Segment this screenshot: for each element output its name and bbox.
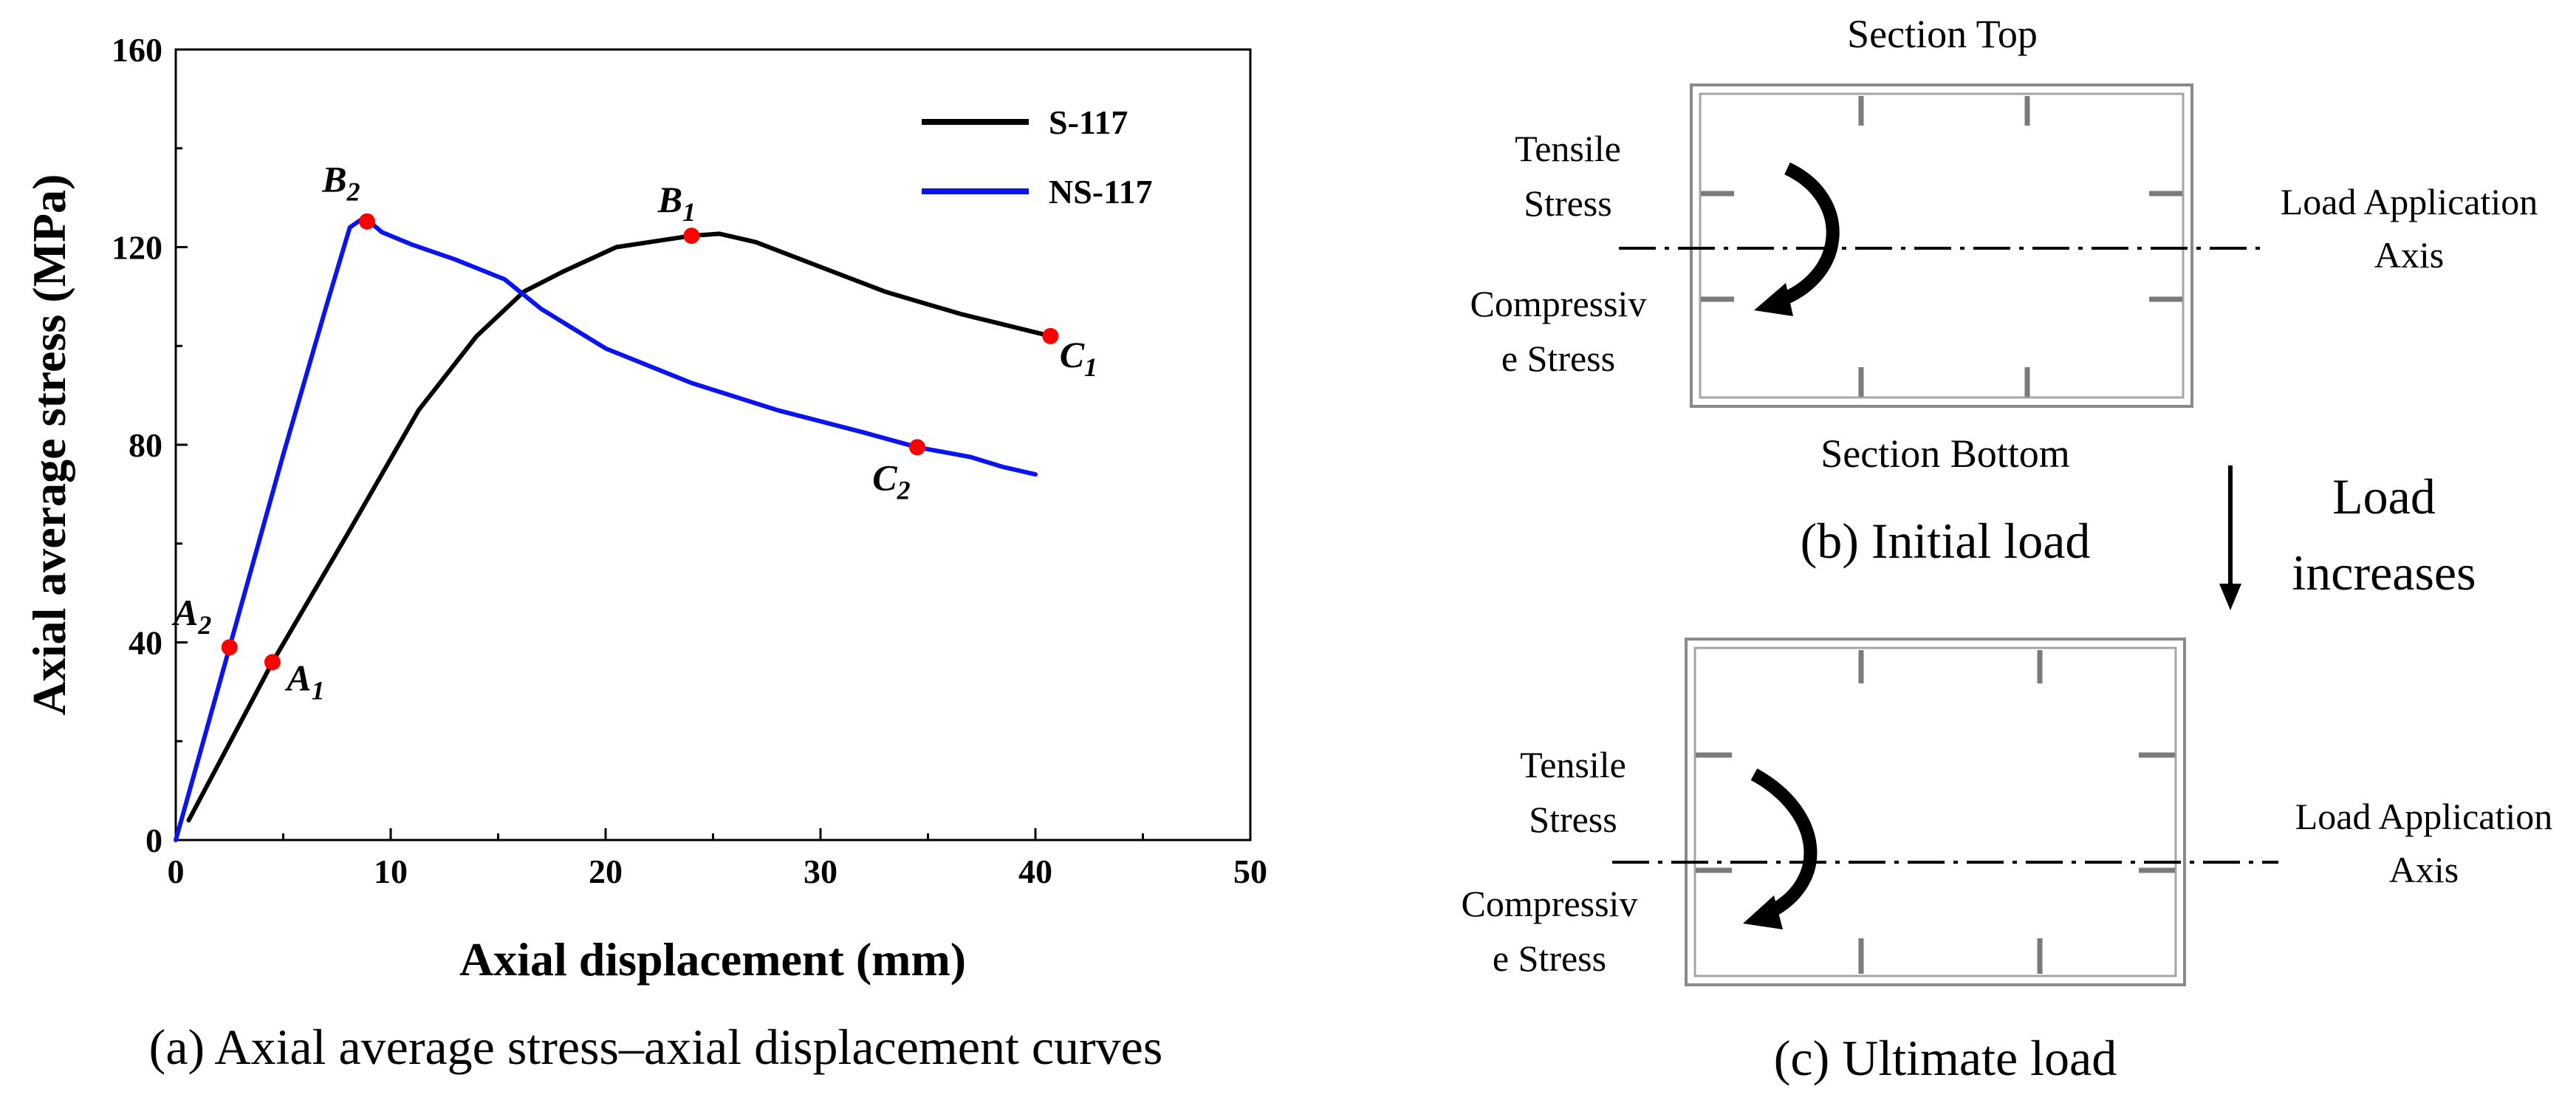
load-increases-indicator: Load increases xyxy=(2219,465,2476,610)
panel-initial-load: Section Top Tensile Stress Compressiv e … xyxy=(1470,12,2538,569)
y-tick-label: 120 xyxy=(112,229,162,267)
x-tick-label: 20 xyxy=(589,853,623,890)
x-axis-ticks: 0 10 20 30 40 50 xyxy=(168,828,1267,890)
point-marker-B2 xyxy=(358,213,375,230)
y-axis-label: Axial average stress (MPa) xyxy=(23,174,75,716)
point-label-C1: C1 xyxy=(1060,334,1097,382)
caption-c: (c) Ultimate load xyxy=(1774,1030,2117,1086)
tensile-label-b-1: Tensile xyxy=(1515,128,1621,169)
load-increases-label-2: increases xyxy=(2292,545,2476,601)
x-tick-label: 30 xyxy=(804,853,837,890)
axis-label-c-1: Load Application xyxy=(2295,796,2553,837)
point-marker-C1 xyxy=(1042,327,1059,344)
caption-b: (b) Initial load xyxy=(1801,513,2091,569)
y-tick-label: 40 xyxy=(129,624,162,662)
point-label-B2: B2 xyxy=(321,159,360,207)
x-tick-label: 40 xyxy=(1018,853,1052,890)
panel-ultimate-load: Tensile Stress Compressiv e Stress Load … xyxy=(1462,638,2553,1086)
series-layer xyxy=(174,217,1053,842)
caption-a: (a) Axial average stress–axial displacem… xyxy=(149,1019,1163,1075)
legend-label-s117: S-117 xyxy=(1049,103,1128,141)
series-line-s-117 xyxy=(186,231,1053,823)
axis-label-c-2: Axis xyxy=(2389,849,2459,890)
compressive-label-c-1: Compressiv xyxy=(1462,883,1638,924)
series-line-ns-117 xyxy=(174,217,1038,842)
point-label-A2: A2 xyxy=(171,592,211,640)
load-increases-label-1: Load xyxy=(2332,468,2436,525)
section-top-label: Section Top xyxy=(1847,12,2038,56)
y-tick-label: 80 xyxy=(129,426,162,464)
axis-label-b-2: Axis xyxy=(2374,234,2444,276)
point-label-C2: C2 xyxy=(872,457,910,505)
tensile-label-b-2: Stress xyxy=(1524,182,1611,224)
stress-displacement-chart: 0 10 20 30 40 50 0 40 80 120 160 A1 B1 C1 A2 B2 C2 S-1… xyxy=(23,31,1267,1075)
y-tick-label: 0 xyxy=(145,822,162,859)
point-marker-B1 xyxy=(683,228,700,245)
section-box-c xyxy=(1685,638,2186,986)
legend: S-117 NS-117 xyxy=(922,103,1153,211)
x-tick-label: 50 xyxy=(1233,853,1267,890)
y-tick-label: 160 xyxy=(112,31,162,69)
bending-arrow-icon xyxy=(1754,162,1840,316)
x-tick-label: 0 xyxy=(168,853,185,890)
x-tick-label: 10 xyxy=(374,853,408,890)
compressive-label-b-1: Compressiv xyxy=(1470,283,1647,324)
axis-label-b-1: Load Application xyxy=(2281,181,2538,222)
compressive-label-b-2: e Stress xyxy=(1501,338,1615,379)
section-box-b xyxy=(1690,83,2193,408)
tensile-label-c-2: Stress xyxy=(1529,799,1617,840)
tensile-label-c-1: Tensile xyxy=(1520,744,1626,785)
legend-label-ns117: NS-117 xyxy=(1049,173,1153,211)
point-label-B1: B1 xyxy=(657,179,696,227)
point-marker-A2 xyxy=(221,639,238,656)
x-axis-label: Axial displacement (mm) xyxy=(459,933,966,986)
point-marker-C2 xyxy=(908,439,925,456)
compressive-label-c-2: e Stress xyxy=(1493,938,1606,979)
point-marker-A1 xyxy=(264,654,281,671)
bending-arrow-icon xyxy=(1743,768,1818,929)
point-label-A1: A1 xyxy=(284,657,324,705)
section-bottom-label: Section Bottom xyxy=(1820,431,2070,476)
marker-layer: A1 B1 C1 A2 B2 C2 xyxy=(171,159,1097,706)
